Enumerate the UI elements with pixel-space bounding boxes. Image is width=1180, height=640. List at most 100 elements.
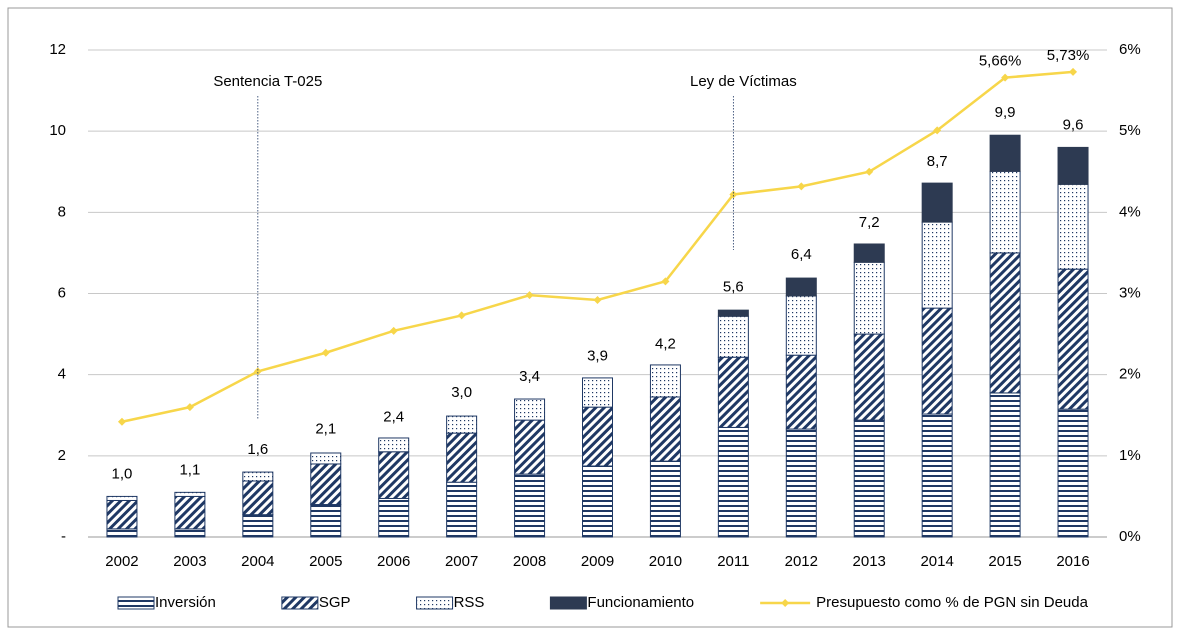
line-marker (389, 326, 398, 335)
line-marker (253, 367, 262, 376)
bar-segment (446, 432, 478, 483)
bar-segment (310, 452, 342, 465)
bar-segment (649, 396, 681, 462)
bar-segment (310, 463, 342, 506)
bar-segment (310, 504, 342, 538)
bar-segment (853, 261, 885, 335)
y2-tick-label: 5% (1119, 122, 1141, 139)
bar-segment (514, 398, 546, 421)
bar-segment (649, 460, 681, 538)
bar-segment (717, 315, 749, 358)
bar-segment (1057, 146, 1089, 185)
line-marker (865, 167, 874, 176)
bar-segment (446, 415, 478, 434)
x-tick-label: 2007 (445, 553, 478, 570)
bar-segment (785, 428, 817, 538)
bar-segment (174, 491, 206, 497)
bar-segment (1057, 183, 1089, 270)
x-tick-label: 2013 (853, 553, 886, 570)
bar-segment (717, 356, 749, 428)
y-tick-label: 12 (49, 41, 66, 58)
bar-segment (582, 406, 613, 467)
total-label: 5,6 (723, 279, 744, 296)
line-marker (1001, 73, 1010, 82)
bar-segment (446, 481, 478, 538)
y-tick-label: 8 (58, 203, 66, 220)
legend-swatch (416, 596, 454, 610)
line-value-label: 5,66% (979, 53, 1022, 70)
line-marker (457, 311, 466, 320)
bar-segment (582, 465, 613, 538)
total-label: 4,2 (655, 336, 676, 353)
total-label: 9,9 (995, 104, 1016, 121)
x-tick-label: 2009 (581, 553, 614, 570)
line-marker (797, 182, 806, 191)
bar-segment (1057, 268, 1089, 410)
bar-segment (174, 495, 206, 530)
total-label: 7,2 (859, 214, 880, 231)
legend-label: RSS (454, 594, 485, 611)
bar-segment (921, 413, 953, 538)
total-label: 2,1 (315, 421, 336, 438)
bar-segment (649, 364, 681, 398)
y2-tick-label: 4% (1119, 203, 1141, 220)
bar-segment (174, 528, 206, 538)
total-label: 6,4 (791, 246, 812, 263)
line-marker (933, 126, 942, 135)
bar-segment (242, 480, 274, 516)
bar-segment (242, 471, 274, 482)
y-tick-label: 6 (58, 284, 66, 301)
bar-segment (921, 307, 953, 415)
x-tick-label: 2002 (105, 553, 138, 570)
annotation: Ley de Víctimas (690, 73, 797, 90)
total-label: 1,6 (247, 441, 268, 458)
line-marker (525, 291, 534, 300)
bar-segment (989, 252, 1021, 394)
bar-segment (106, 495, 138, 501)
y2-tick-label: 1% (1119, 447, 1141, 464)
bar-segment (378, 437, 410, 453)
line-marker (661, 277, 670, 286)
bar-segment (378, 451, 410, 499)
legend-label: Funcionamiento (587, 594, 694, 611)
legend-swatch (281, 596, 319, 610)
bar-segment (717, 426, 749, 538)
x-tick-label: 2010 (649, 553, 682, 570)
x-tick-label: 2004 (241, 553, 274, 570)
bar-segment (378, 497, 410, 538)
total-label: 2,4 (383, 409, 404, 426)
frame (7, 7, 1173, 628)
legend-label: SGP (319, 594, 351, 611)
x-tick-label: 2008 (513, 553, 546, 570)
bar-segment (785, 295, 817, 356)
bar-segment (785, 277, 817, 297)
total-label: 3,9 (587, 348, 608, 365)
bar-segment (853, 333, 885, 421)
x-tick-label: 2012 (785, 553, 818, 570)
total-label: 1,1 (179, 461, 200, 478)
bar-segment (717, 309, 749, 317)
legend-label: Inversión (155, 594, 216, 611)
bar-segment (106, 528, 138, 538)
total-label: 8,7 (927, 153, 948, 170)
line-marker (1069, 67, 1078, 76)
y-tick-label: 2 (58, 447, 66, 464)
y2-tick-label: 6% (1119, 41, 1141, 58)
y2-tick-label: 2% (1119, 366, 1141, 383)
bar-segment (921, 182, 953, 223)
annotation: Sentencia T-025 (213, 73, 322, 90)
y2-tick-label: 3% (1119, 284, 1141, 301)
bar-segment (514, 473, 546, 538)
x-tick-label: 2003 (173, 553, 206, 570)
bar-segment (242, 514, 274, 538)
line-marker (321, 348, 330, 357)
line-marker (117, 417, 126, 426)
total-label: 1,0 (112, 465, 133, 482)
total-label: 3,4 (519, 368, 540, 385)
y-tick-label: 10 (49, 122, 66, 139)
legend-swatch (117, 596, 155, 610)
bar-segment (989, 392, 1021, 538)
x-tick-label: 2015 (988, 553, 1021, 570)
legend-label: Presupuesto como % de PGN sin Deuda (816, 594, 1088, 611)
bar-segment (514, 419, 546, 475)
